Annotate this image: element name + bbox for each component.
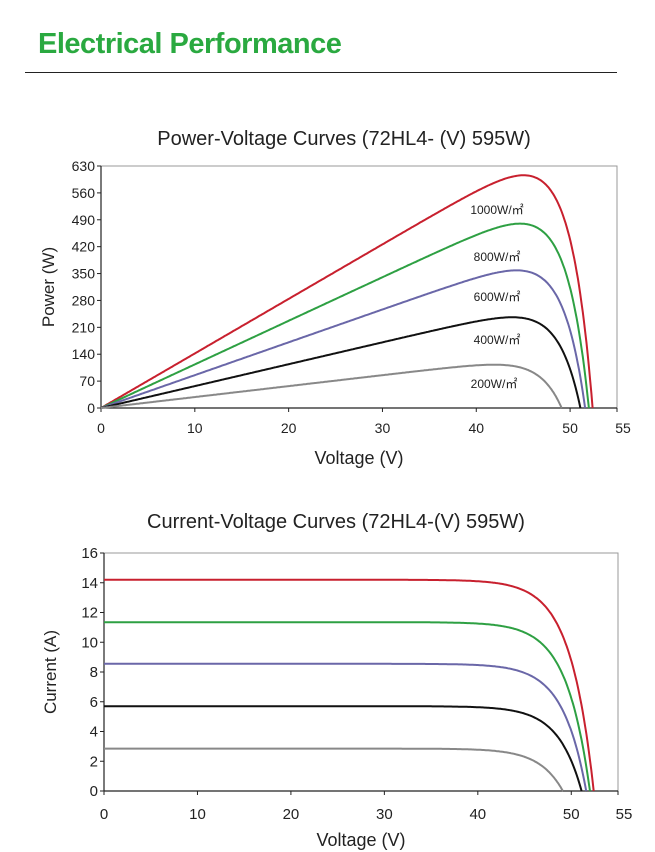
series-line (104, 621, 591, 792)
x-tick-label: 0 (97, 420, 105, 436)
series-line (100, 269, 587, 409)
x-tick-label: 10 (187, 420, 203, 436)
series-line (100, 316, 582, 409)
x-tick-label: 55 (615, 420, 631, 436)
y-tick-label: 350 (72, 266, 96, 282)
y-tick-label: 4 (90, 724, 98, 741)
y-tick-label: 210 (72, 319, 96, 335)
x-axis-label: Voltage (V) (314, 448, 403, 468)
series-line (104, 578, 595, 792)
series-line (100, 174, 594, 409)
y-tick-label: 10 (81, 634, 98, 651)
series-label: 400W/㎡ (474, 333, 521, 347)
series-line (104, 705, 583, 792)
section-title: Electrical Performance (38, 28, 342, 60)
current-voltage-chart: Current-Voltage Curves (72HL4-(V) 595W) 0… (41, 511, 632, 850)
x-tick-label: 40 (468, 420, 484, 436)
series-label: 600W/㎡ (474, 290, 521, 304)
y-tick-label: 280 (72, 292, 96, 308)
x-tick-label: 20 (283, 806, 300, 823)
y-tick-label: 420 (72, 239, 96, 255)
y-tick-label: 0 (90, 783, 98, 800)
x-tick-label: 50 (563, 806, 580, 823)
y-axis-label: Power (W) (39, 247, 58, 327)
plot-area (103, 552, 619, 792)
y-tick-label: 2 (90, 753, 98, 770)
y-tick-label: 12 (81, 605, 98, 622)
series-line (100, 222, 590, 409)
y-tick-label: 0 (87, 400, 95, 416)
x-tick-label: 30 (376, 806, 393, 823)
y-axis-label: Current (A) (41, 630, 60, 714)
y-tick-label: 140 (72, 346, 96, 362)
chart-title: Power-Voltage Curves (72HL4- (V) 595W) (157, 128, 530, 150)
y-tick-label: 630 (72, 158, 96, 174)
series-label: 800W/㎡ (474, 250, 521, 264)
x-axis-label: Voltage (V) (316, 830, 405, 850)
series-line (104, 662, 588, 792)
x-tick-label: 50 (562, 420, 578, 436)
y-tick-label: 8 (90, 664, 98, 681)
y-tick-label: 14 (81, 575, 98, 592)
y-tick-label: 490 (72, 212, 96, 228)
y-tick-label: 560 (72, 185, 96, 201)
y-tick-label: 16 (81, 545, 98, 562)
power-voltage-chart: Power-Voltage Curves (72HL4- (V) 595W) 0 1… (39, 128, 631, 468)
x-tick-label: 20 (281, 420, 297, 436)
x-tick-label: 0 (100, 806, 108, 823)
title-divider (25, 72, 617, 73)
y-tick-label: 6 (90, 694, 98, 711)
x-tick-label: 10 (189, 806, 206, 823)
series-line (100, 363, 563, 409)
x-tick-label: 55 (616, 806, 633, 823)
series-line (104, 747, 564, 792)
y-tick-label: 70 (79, 373, 95, 389)
x-tick-label: 40 (469, 806, 486, 823)
x-tick-label: 30 (375, 420, 391, 436)
series-label: 1000W/㎡ (470, 203, 523, 217)
series-label: 200W/㎡ (471, 377, 518, 391)
chart-title: Current-Voltage Curves (72HL4-(V) 595W) (147, 511, 525, 533)
